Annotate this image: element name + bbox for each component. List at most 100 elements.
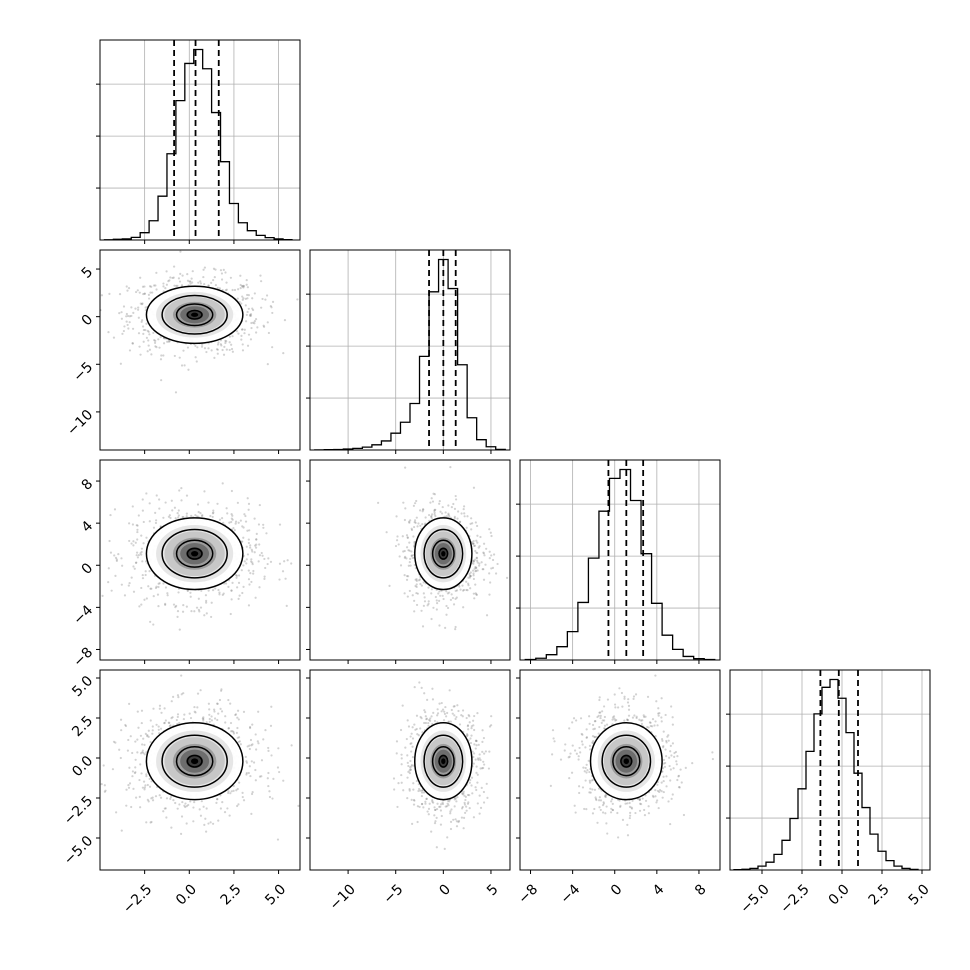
scatter-point — [149, 719, 152, 722]
scatter-point — [249, 314, 252, 317]
scatter-point — [422, 791, 426, 794]
scatter-point — [278, 578, 281, 581]
scatter-point — [103, 790, 106, 793]
scatter-point — [211, 512, 215, 515]
scatter-point — [400, 753, 403, 756]
scatter-point — [442, 597, 445, 601]
scatter-point — [277, 747, 280, 750]
scatter-point — [467, 713, 470, 717]
scatter-point — [142, 542, 145, 545]
scatter-point — [235, 330, 239, 333]
scatter-point — [450, 708, 453, 712]
scatter-point — [258, 775, 262, 778]
scatter-point — [409, 557, 412, 561]
scatter-point — [203, 266, 207, 269]
scatter-point — [457, 820, 460, 824]
scatter-point — [249, 572, 252, 575]
scatter-point — [469, 575, 472, 578]
scatter-point — [86, 589, 88, 591]
scatter-point — [431, 698, 435, 701]
scatter-point — [232, 526, 235, 530]
scatter-point — [439, 823, 443, 826]
scatter-point — [145, 336, 148, 339]
scatter-point — [267, 771, 270, 775]
scatter-point — [424, 516, 427, 519]
scatter-point — [177, 277, 181, 280]
scatter-point — [270, 705, 273, 708]
scatter-point — [402, 789, 405, 792]
scatter-point — [216, 502, 219, 505]
scatter-point — [418, 578, 422, 581]
scatter-point — [638, 798, 641, 802]
scatter-point — [490, 715, 493, 718]
scatter-point — [427, 813, 430, 816]
scatter-point — [615, 718, 618, 722]
scatter-point — [175, 604, 178, 608]
scatter-point — [226, 807, 229, 810]
scatter-point — [407, 575, 410, 578]
scatter-point — [255, 543, 258, 546]
scatter-point — [231, 350, 234, 353]
scatter-point — [434, 820, 437, 823]
scatter-point — [128, 315, 132, 318]
scatter-point — [427, 602, 430, 605]
scatter-point — [448, 689, 451, 692]
scatter-point — [224, 721, 227, 724]
scatter-point — [168, 340, 171, 343]
scatter-point — [254, 779, 257, 782]
scatter-point — [181, 274, 184, 277]
scatter-point — [126, 314, 130, 318]
scatter-point — [128, 321, 131, 324]
scatter-point — [245, 545, 248, 548]
scatter-point — [446, 711, 449, 715]
scatter-point — [461, 793, 464, 796]
scatter-point — [148, 785, 152, 788]
scatter-point — [416, 805, 419, 808]
scatter-point — [166, 592, 169, 595]
scatter-point — [134, 758, 137, 761]
scatter-point — [127, 286, 131, 290]
scatter-point — [407, 725, 411, 728]
scatter-point — [395, 740, 399, 743]
scatter-point — [250, 812, 253, 815]
scatter-point — [218, 518, 222, 521]
scatter-point — [468, 574, 472, 578]
scatter-point — [246, 293, 249, 297]
scatter-point — [252, 572, 255, 575]
scatter-point — [481, 767, 484, 770]
scatter-point — [179, 832, 183, 835]
scatter-point — [448, 800, 451, 803]
scatter-point — [125, 312, 128, 316]
scatter-point — [435, 807, 439, 811]
scatter-point — [246, 286, 249, 289]
scatter-point — [157, 585, 160, 589]
scatter-point — [219, 707, 222, 710]
scatter-point — [172, 695, 175, 698]
scatter-point — [413, 723, 416, 726]
scatter-point — [151, 725, 154, 728]
scatter-point — [216, 797, 219, 801]
histogram-panel-0 — [96, 39, 301, 244]
scatter-point — [247, 604, 251, 607]
scatter-point — [188, 712, 191, 715]
scatter-point — [176, 713, 180, 716]
scatter-point — [158, 582, 161, 585]
scatter-point — [227, 727, 231, 730]
scatter-point — [656, 783, 659, 786]
scatter-point — [469, 587, 472, 590]
scatter-point — [186, 279, 190, 282]
scatter-point — [164, 602, 167, 605]
scatter-point — [143, 292, 146, 295]
scatter-point — [200, 345, 204, 348]
scatter-point — [412, 798, 416, 802]
scatter-point — [108, 539, 111, 543]
scatter-point — [118, 748, 121, 751]
axes-frame — [99, 249, 301, 451]
scatter-point — [405, 737, 408, 741]
scatter-point — [419, 715, 422, 719]
scatter-point — [241, 298, 244, 301]
scatter-point — [429, 719, 432, 722]
scatter-point — [150, 353, 153, 356]
scatter-point — [264, 566, 267, 570]
scatter-point — [475, 593, 478, 596]
